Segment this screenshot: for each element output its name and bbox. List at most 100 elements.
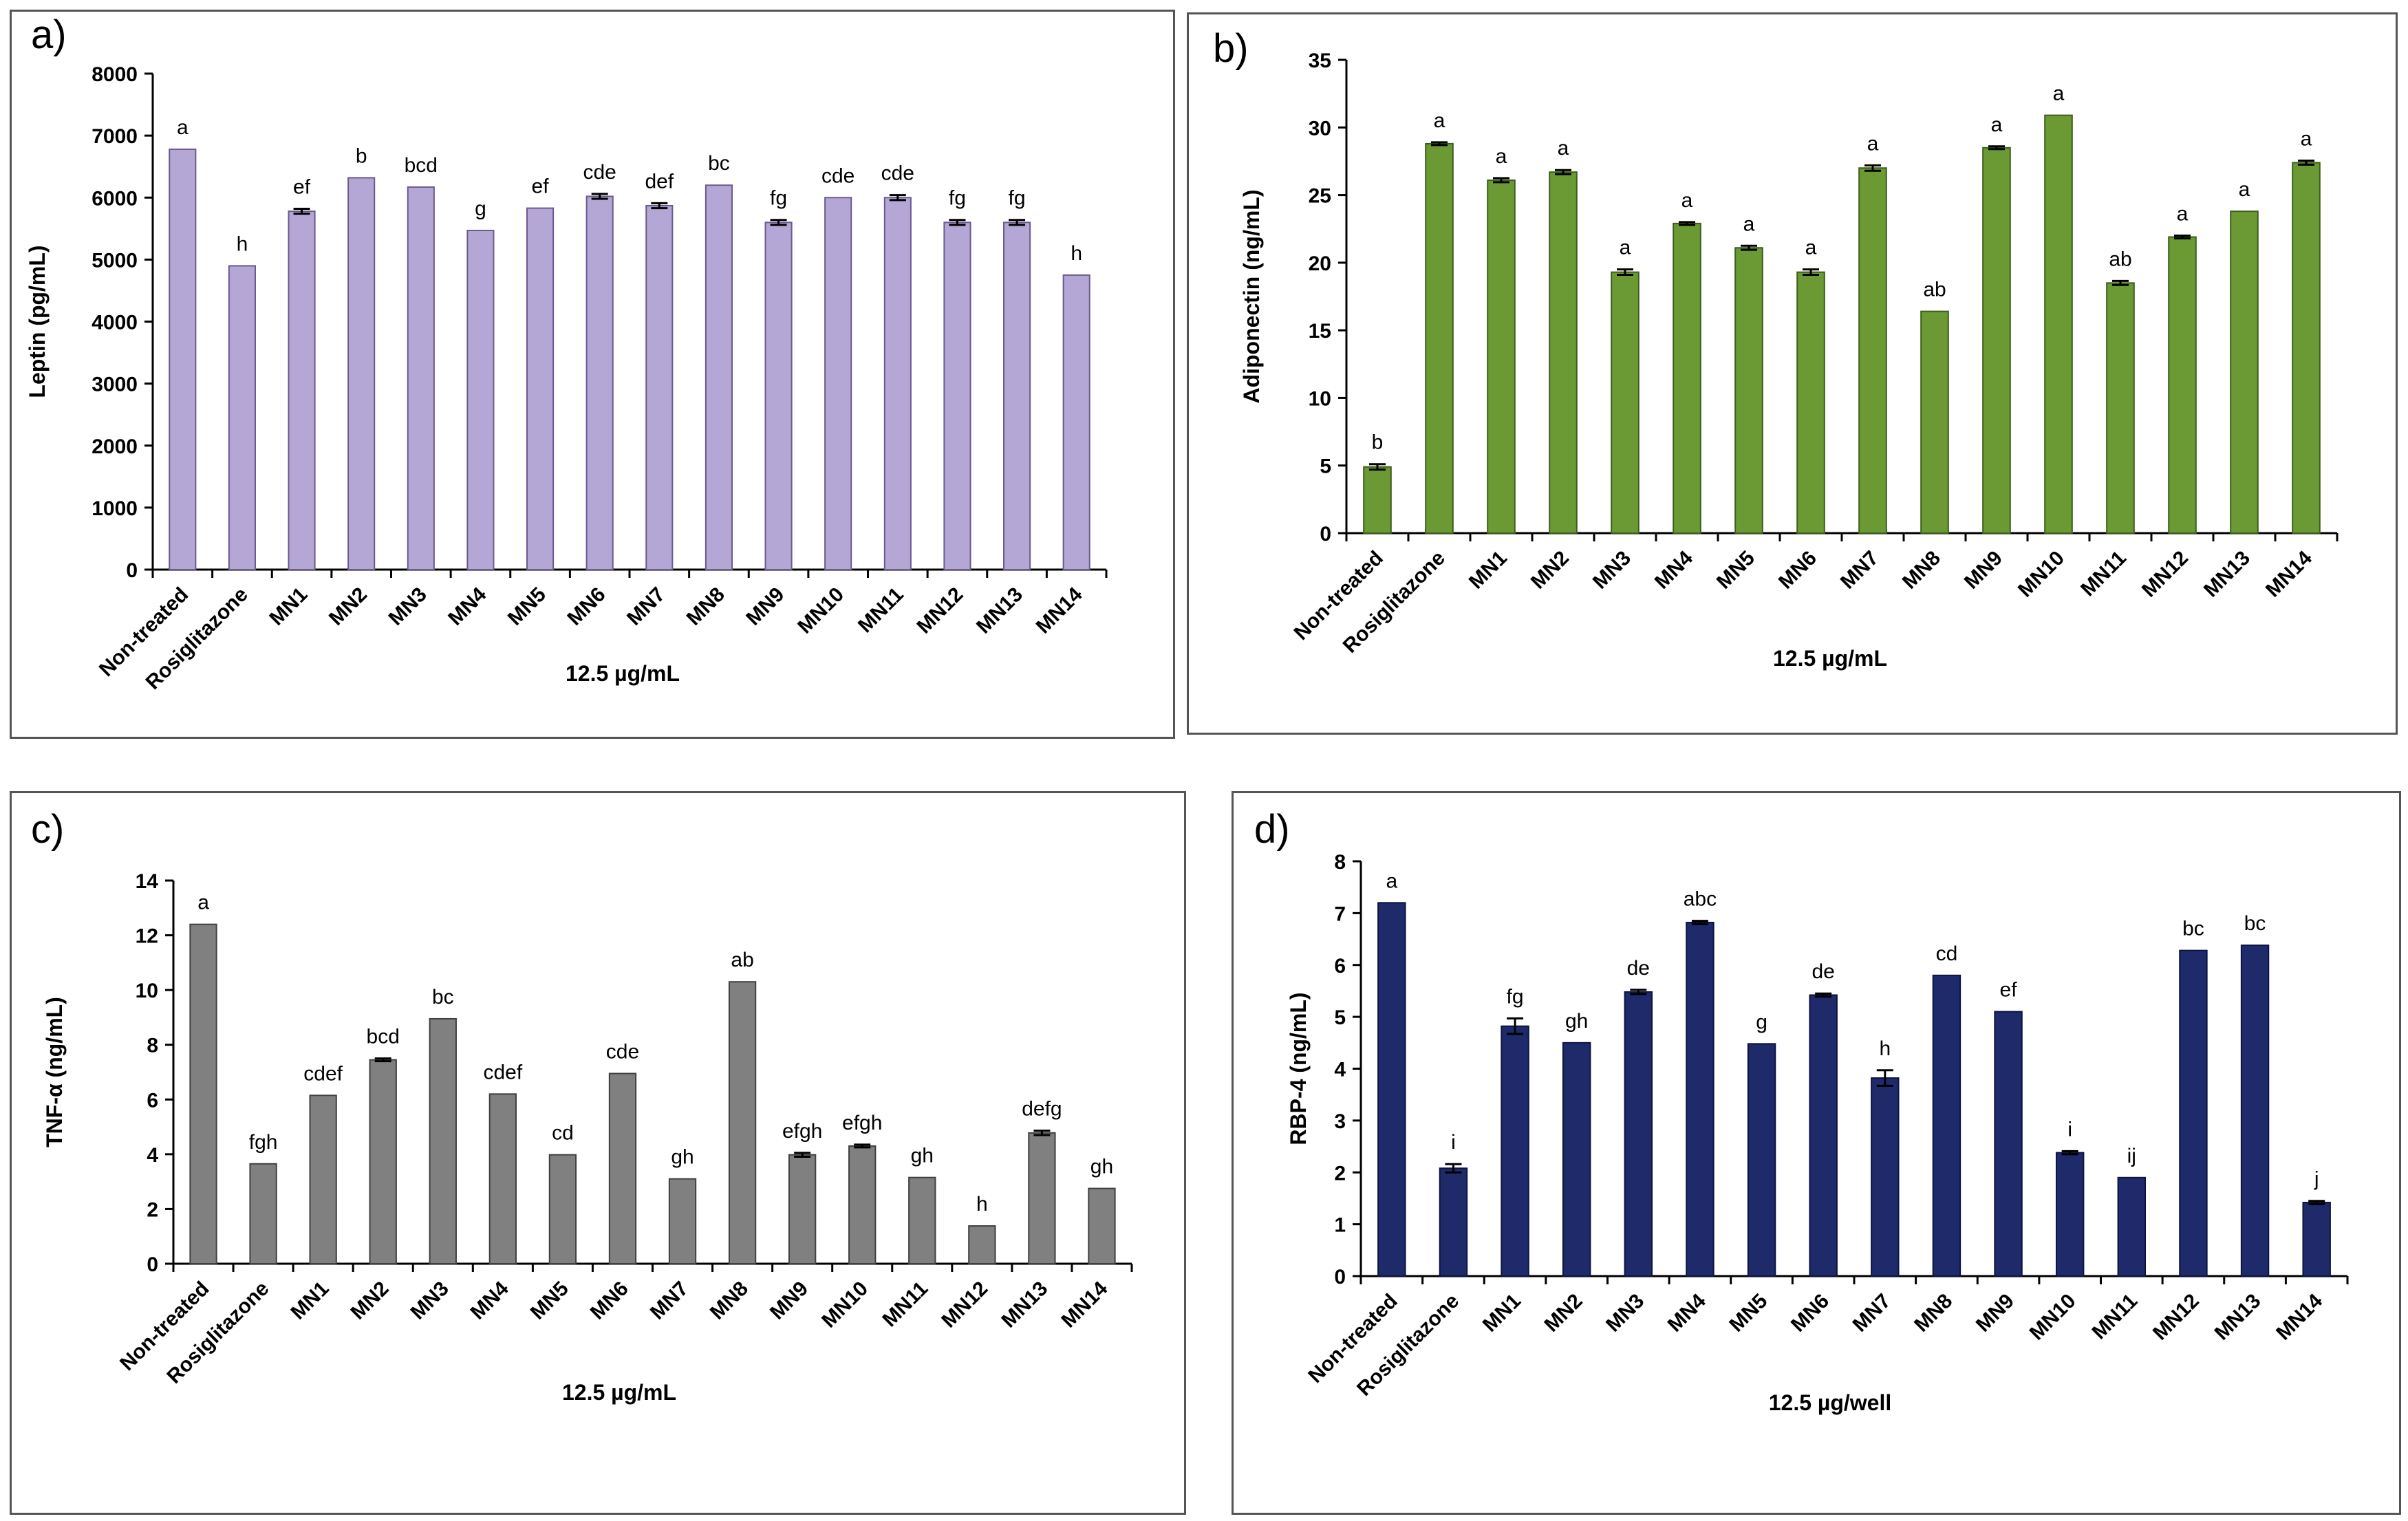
chart-d-category-label: MN1 — [1479, 1290, 1525, 1337]
chart-d-category-label: MN6 — [1787, 1290, 1834, 1337]
chart-a-bar — [347, 177, 376, 571]
chart-c-panel-label: c) — [31, 807, 64, 852]
chart-d-category-label: MN9 — [1972, 1290, 2019, 1337]
chart-c-bar — [728, 981, 757, 1264]
chart-c-category-label: MN12 — [937, 1277, 992, 1333]
chart-a-y-tick-label: 3000 — [92, 374, 138, 396]
chart-c-significance-letter: fgh — [249, 1131, 278, 1154]
chart-c-bar — [309, 1094, 337, 1265]
chart-b-y-axis-title: Adiponectin (ng/mL) — [1239, 189, 1264, 403]
chart-a-category-label: MN12 — [912, 583, 967, 638]
chart-d-significance-letter: ij — [2127, 1145, 2136, 1167]
chart-b-category-label: MN12 — [2138, 547, 2193, 602]
chart-d-y-tick-label: 7 — [1334, 903, 1346, 925]
chart-d-y-tick-label: 6 — [1334, 955, 1346, 978]
chart-d-panel-label: d) — [1254, 807, 1290, 852]
chart-a-significance-letter: ef — [532, 175, 550, 198]
chart-d-significance-letter: h — [1879, 1037, 1891, 1060]
chart-b-category-label: MN5 — [1712, 547, 1759, 594]
chart-d-category-label: MN7 — [1849, 1290, 1895, 1337]
chart-b-significance-letter: ab — [2109, 248, 2131, 270]
chart-b-bar — [1734, 247, 1763, 534]
chart-c-category-label: MN8 — [706, 1277, 753, 1324]
chart-a-significance-letter: g — [475, 197, 486, 220]
chart-a-category-label: MN14 — [1032, 583, 1087, 638]
chart-b-bar — [1549, 171, 1578, 534]
chart-b-y-tick-label: 5 — [1320, 455, 1331, 478]
chart-b-significance-letter: a — [2301, 127, 2312, 150]
chart-d-category-label: MN2 — [1540, 1290, 1587, 1337]
chart-c-significance-letter: h — [976, 1193, 988, 1216]
chart-b-significance-letter: a — [1743, 213, 1755, 235]
chart-b-significance-letter: a — [1434, 109, 1445, 132]
chart-b-y-tick-label: 25 — [1309, 185, 1331, 208]
chart-d-significance-letter: cd — [1936, 942, 1958, 965]
chart-c-category-label: MN6 — [586, 1277, 633, 1324]
chart-a-bar — [169, 148, 197, 570]
chart-a-bar — [705, 184, 733, 571]
chart-b-category-label: MN10 — [2014, 547, 2069, 602]
chart-a-category-label: MN6 — [563, 583, 610, 630]
chart-a-bar — [288, 211, 316, 570]
chart-b-bar — [1611, 271, 1640, 534]
chart-c-category-label: MN3 — [407, 1277, 453, 1324]
chart-a-significance-letter: cde — [821, 164, 854, 187]
chart-a-category-label: MN11 — [854, 583, 908, 638]
chart-c-bar — [908, 1176, 936, 1265]
chart-b-significance-letter: a — [1620, 237, 1631, 259]
chart-c-significance-letter: bc — [432, 986, 454, 1008]
chart-c-significance-letter: gh — [911, 1145, 934, 1167]
chart-c-bar — [788, 1154, 817, 1264]
chart-a-significance-letter: fg — [770, 187, 787, 210]
chart-b-category-label: MN7 — [1836, 547, 1883, 594]
chart-a-bar — [228, 265, 256, 570]
chart-a-significance-letter: bcd — [405, 154, 438, 177]
chart-c-bar — [488, 1093, 517, 1265]
chart-b-category-label: MN9 — [1960, 547, 2007, 594]
chart-d-significance-letter: bc — [2244, 912, 2266, 935]
chart-c-category-label: MN10 — [817, 1277, 872, 1333]
chart-c-bar — [369, 1059, 397, 1264]
chart-b-significance-letter: a — [1681, 189, 1693, 212]
chart-c-significance-letter: efgh — [842, 1112, 882, 1134]
chart-d-bar — [1747, 1043, 1776, 1277]
chart-c-category-label: MN5 — [526, 1277, 573, 1324]
chart-a-significance-letter: h — [237, 233, 248, 255]
chart-c-y-tick-label: 4 — [147, 1144, 158, 1167]
chart-a-bar — [645, 204, 674, 570]
chart-a-significance-letter: fg — [949, 187, 966, 210]
chart-c-bar — [1028, 1132, 1056, 1265]
chart-d-significance-letter: de — [1812, 960, 1835, 983]
chart-b-significance-letter: a — [1867, 132, 1879, 155]
chart-d-y-tick-label: 3 — [1334, 1110, 1346, 1133]
chart-d-y-tick-label: 0 — [1334, 1266, 1346, 1288]
chart-d-significance-letter: bc — [2182, 918, 2204, 940]
chart-b-category-label: MN4 — [1651, 546, 1697, 593]
chart-d-bar — [1439, 1167, 1468, 1277]
chart-c-significance-letter: gh — [671, 1146, 694, 1169]
chart-a-bar — [1062, 274, 1090, 570]
chart-a-bar — [764, 222, 793, 570]
chart-c-bar — [608, 1072, 637, 1264]
chart-b-significance-letter: a — [1496, 145, 1507, 168]
chart-d-category-label: MN5 — [1725, 1290, 1772, 1337]
chart-c-bar — [429, 1017, 457, 1264]
chart-b-significance-letter: a — [1805, 237, 1817, 259]
chart-c-significance-letter: gh — [1090, 1156, 1113, 1178]
chart-c-y-tick-label: 6 — [147, 1089, 158, 1112]
chart-a-y-tick-label: 6000 — [92, 187, 138, 210]
chart-a-bar — [585, 195, 614, 570]
chart-d-category-label: MN8 — [1910, 1290, 1957, 1337]
chart-d-significance-letter: ef — [2000, 979, 2018, 1002]
chart-c-category-label: MN2 — [347, 1277, 394, 1324]
chart-c-significance-letter: cd — [552, 1122, 574, 1145]
chart-a-bar — [466, 230, 495, 570]
chart-a-y-tick-label: 7000 — [92, 125, 138, 148]
chart-d-y-tick-label: 5 — [1334, 1006, 1346, 1029]
chart-c-y-axis-title: TNF-α (ng/mL) — [42, 997, 67, 1147]
chart-a-significance-letter: bc — [708, 152, 730, 175]
chart-c-significance-letter: defg — [1022, 1098, 1062, 1121]
chart-d-significance-letter: j — [2314, 1168, 2319, 1191]
chart-d-category-label: MN13 — [2211, 1290, 2266, 1345]
